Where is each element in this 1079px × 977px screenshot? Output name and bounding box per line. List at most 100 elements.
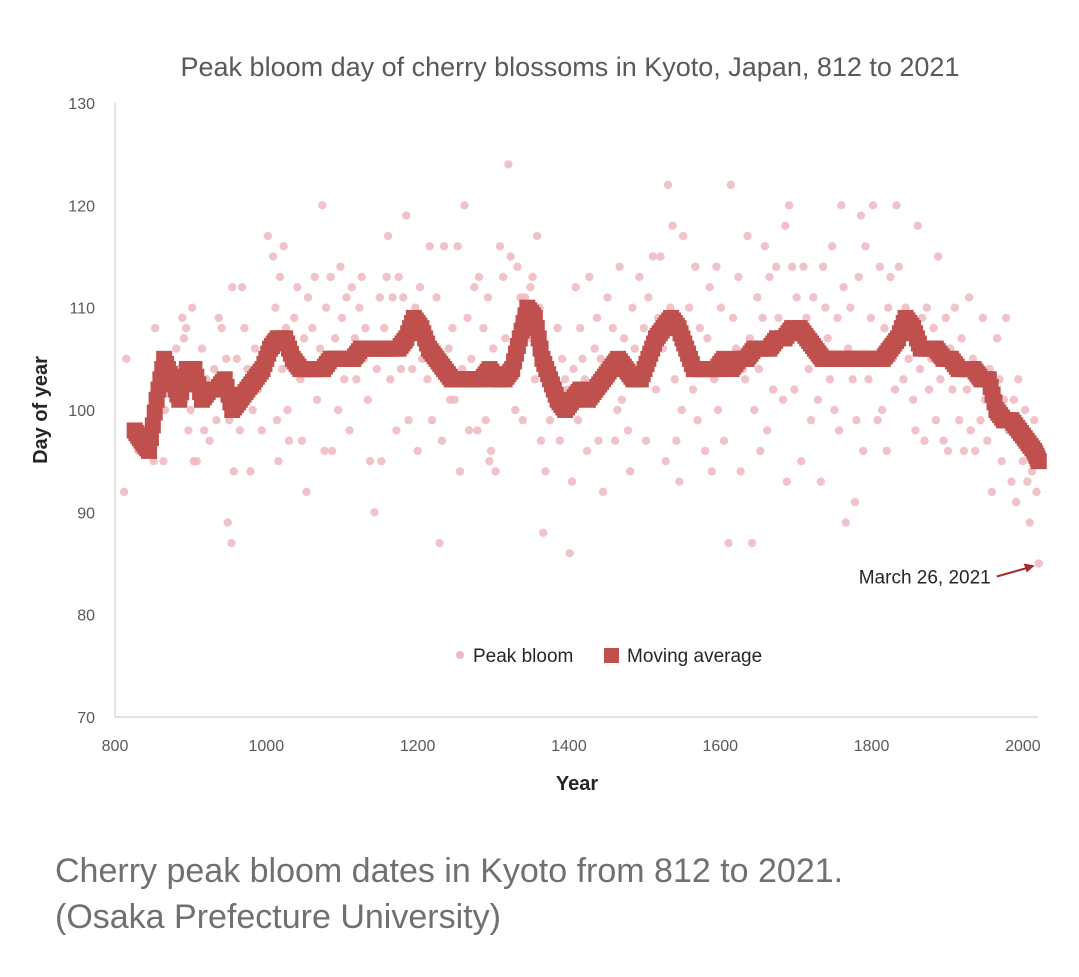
bloom-point (852, 416, 861, 425)
bloom-point (532, 231, 542, 241)
bloom-point (526, 283, 535, 292)
bloom-point (598, 487, 608, 497)
bloom-point (415, 283, 425, 292)
bloom-point (520, 293, 530, 302)
bloom-point (214, 313, 223, 323)
bloom-point (479, 323, 488, 333)
bloom-point (884, 303, 893, 312)
bloom-point (486, 446, 496, 456)
bloom-point (473, 426, 482, 435)
moving-average-point (141, 442, 158, 459)
bloom-point (448, 323, 457, 333)
bloom-point (557, 354, 567, 364)
moving-average-point (1030, 453, 1047, 470)
bloom-point (688, 385, 698, 394)
bloom-point (318, 201, 327, 210)
bloom-point (283, 405, 292, 415)
bloom-point (915, 364, 925, 374)
bloom-point (460, 201, 469, 210)
bloom-point (753, 293, 762, 302)
bloom-point (1034, 559, 1043, 568)
bloom-point (859, 446, 868, 456)
bloom-point (425, 242, 434, 251)
bloom-point (661, 456, 670, 466)
bloom-point (841, 518, 851, 527)
bloom-point (924, 385, 934, 394)
x-tick-label: 1600 (702, 738, 738, 755)
bloom-point (617, 395, 627, 404)
bloom-point (651, 385, 661, 394)
bloom-point (585, 272, 594, 282)
bloom-point (248, 405, 257, 415)
bloom-point (209, 364, 219, 374)
bloom-point (365, 456, 375, 466)
bloom-point (672, 436, 681, 445)
bloom-point (850, 497, 860, 507)
bloom-point (470, 283, 479, 292)
legend-label-moving-average: Moving average (627, 646, 762, 667)
bloom-point (610, 436, 620, 445)
bloom-point (892, 201, 901, 210)
bloom-point (227, 538, 236, 548)
bloom-point (463, 313, 472, 323)
bloom-point (326, 272, 335, 282)
bloom-point (172, 344, 181, 353)
bloom-point (149, 456, 158, 466)
bloom-point (772, 262, 781, 271)
bloom-point (178, 313, 187, 323)
bloom-point (350, 334, 360, 343)
bloom-point (290, 313, 299, 323)
bloom-point (518, 416, 527, 425)
bloom-point (678, 231, 688, 241)
bloom-point (439, 242, 449, 251)
bloom-point (918, 313, 927, 323)
bloom-point (402, 211, 411, 220)
axes: 70 80 90 100 110 120 130 800 1000 1200 1400 1600 180… (68, 96, 1040, 755)
bloom-point (327, 446, 337, 456)
bloom-point (320, 446, 329, 456)
bloom-point (790, 385, 799, 394)
bloom-point (818, 262, 828, 271)
bloom-point (555, 436, 565, 445)
bloom-point (205, 436, 214, 445)
bloom-point (868, 201, 878, 210)
bloom-point (911, 426, 920, 435)
bloom-point (823, 334, 832, 343)
bloom-point (747, 538, 757, 548)
y-tick-label: 100 (68, 403, 95, 420)
y-tick-label: 130 (68, 96, 95, 113)
bloom-point (408, 364, 417, 374)
bloom-point (232, 354, 242, 364)
bloom-point (399, 293, 408, 302)
bloom-point (383, 231, 393, 241)
bloom-point (950, 303, 959, 312)
x-tick-label: 2000 (1005, 738, 1041, 755)
bloom-point (333, 405, 343, 415)
bloom-point (875, 262, 885, 271)
bloom-point (931, 416, 941, 425)
bloom-point (240, 323, 249, 333)
bloom-point (573, 416, 583, 425)
bloom-point (774, 313, 783, 323)
bloom-point (675, 477, 684, 486)
bloom-point (467, 354, 476, 364)
bloom-point (978, 313, 987, 323)
bloom-point (957, 334, 966, 343)
bloom-point (929, 323, 938, 333)
bloom-point (394, 272, 403, 282)
bloom-point (229, 467, 238, 476)
bloom-point (541, 467, 550, 476)
bloom-point (760, 242, 770, 251)
bloom-point (1018, 456, 1028, 466)
bloom-point (498, 272, 508, 282)
bloom-point (778, 395, 788, 404)
bloom-point (734, 272, 743, 282)
x-axis-label: Year (556, 773, 598, 795)
bloom-point (297, 436, 307, 445)
bloom-point (663, 180, 673, 190)
bloom-point (700, 446, 710, 456)
bloom-point (377, 456, 386, 466)
bloom-point (1020, 405, 1030, 415)
x-tick-label: 1200 (400, 738, 436, 755)
bloom-point (691, 262, 700, 271)
